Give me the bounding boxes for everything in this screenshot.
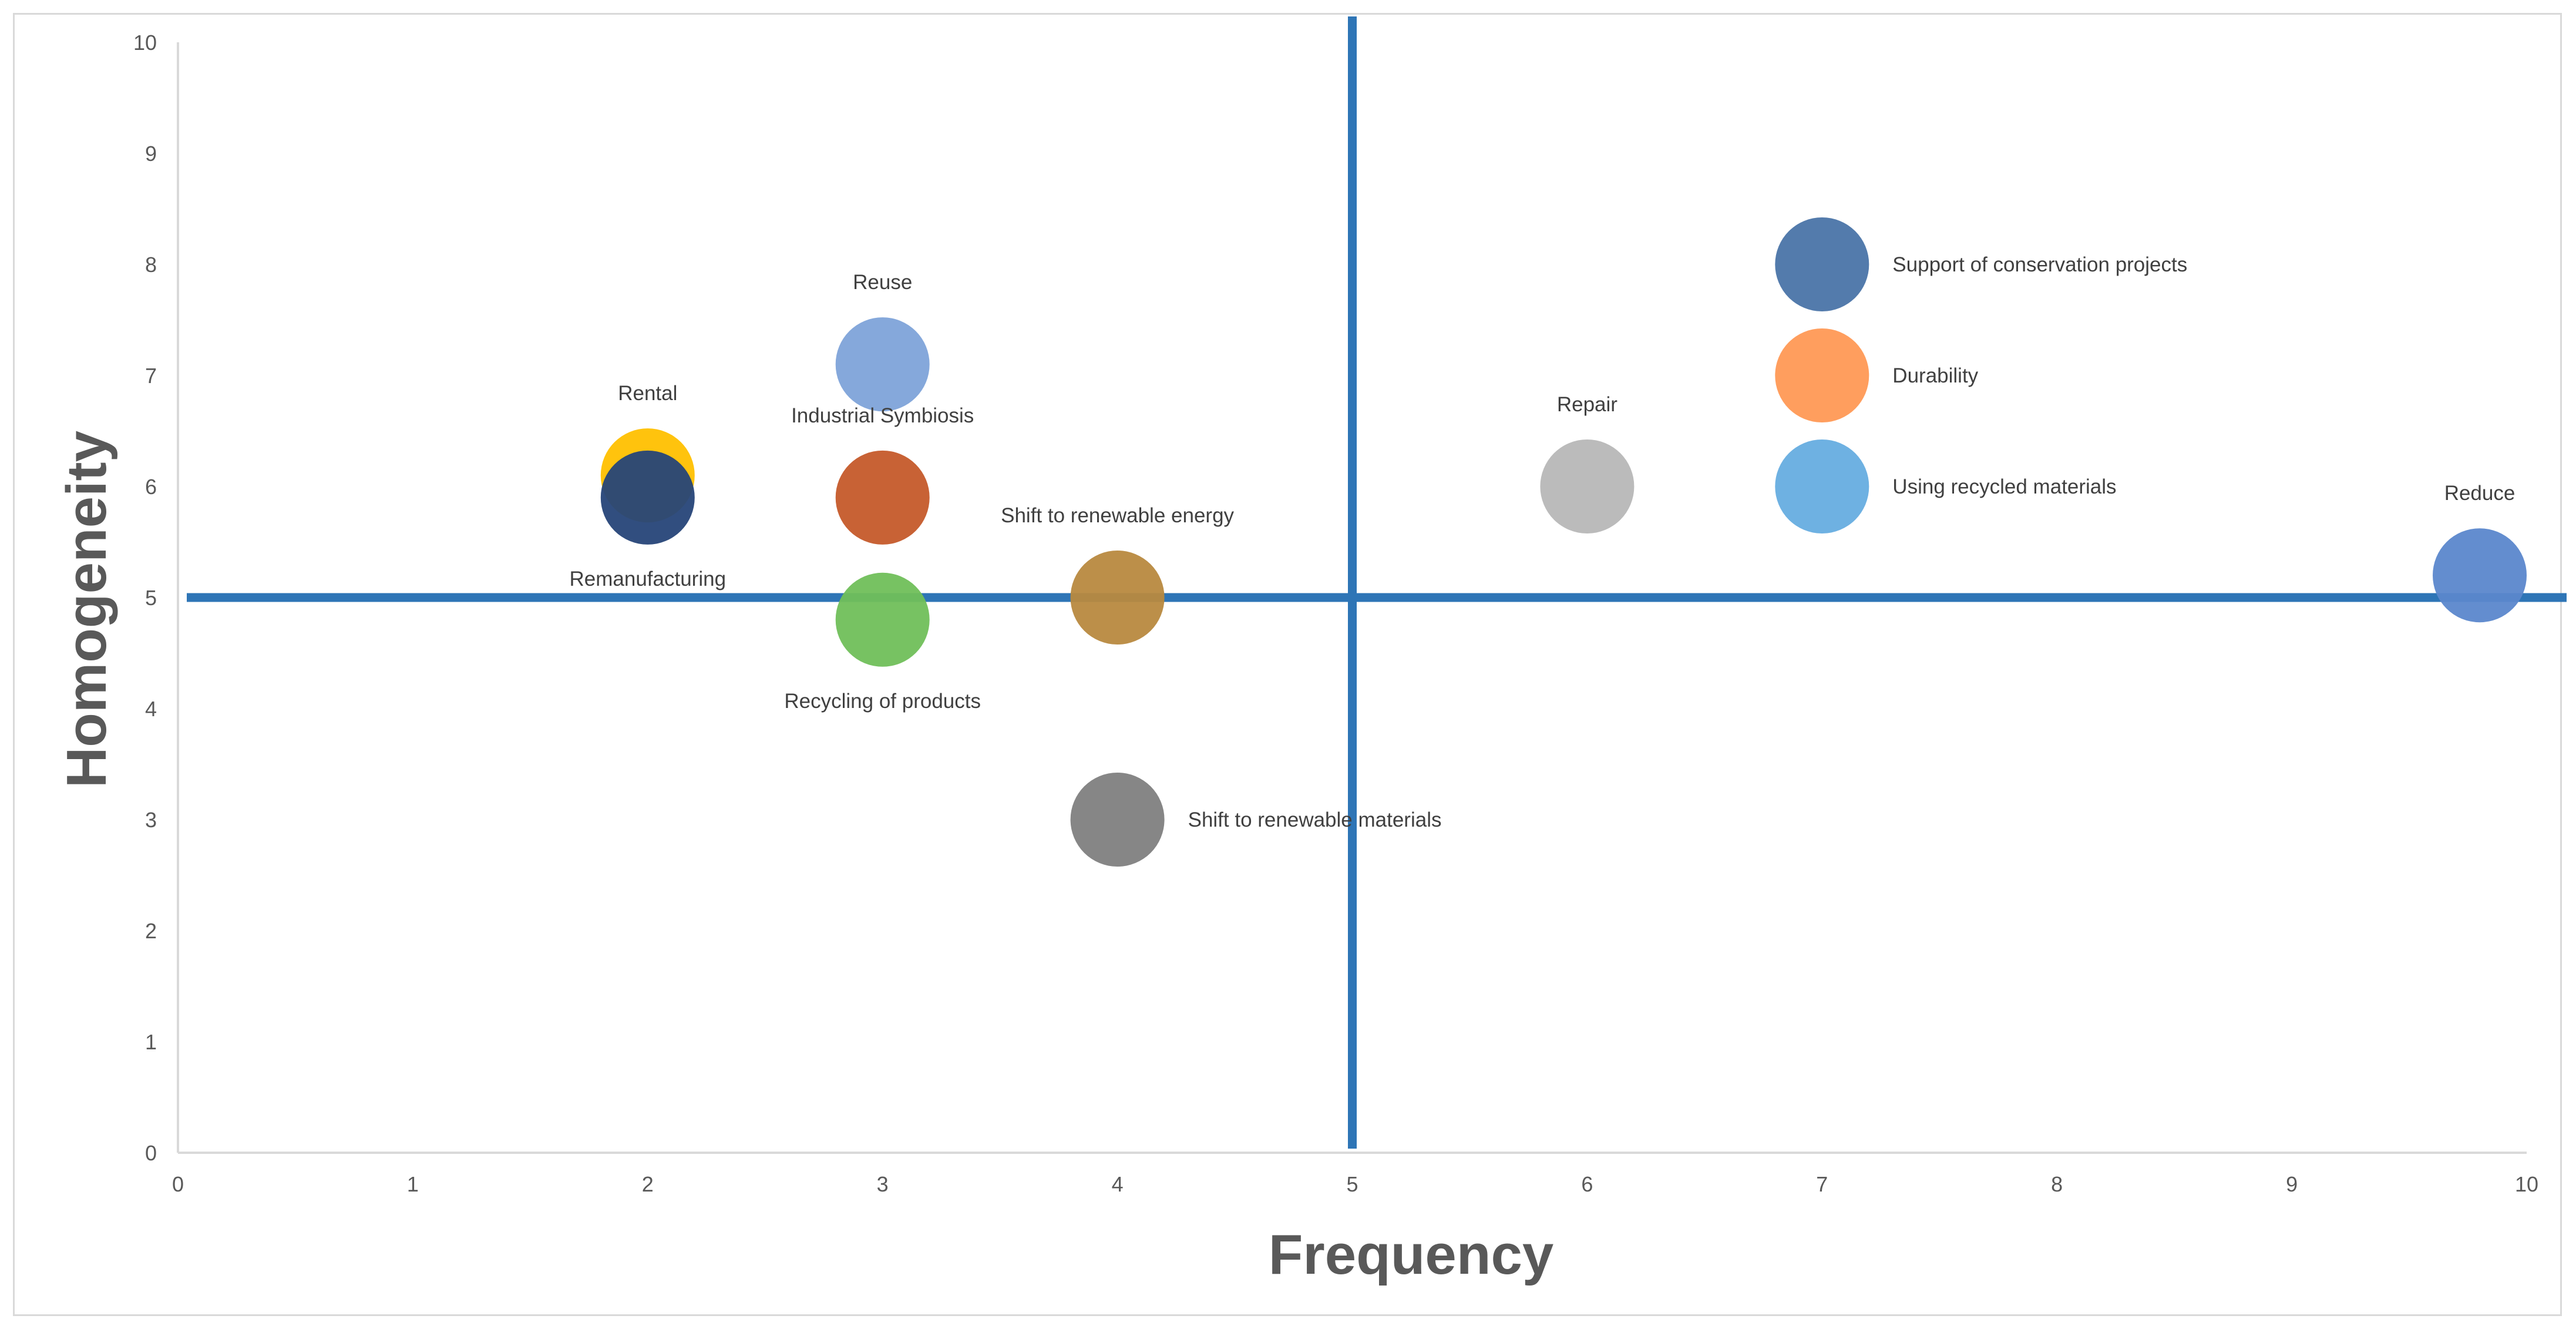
bubble-remanufacturing — [600, 450, 695, 545]
bubble-label: Shift to renewable energy — [1001, 504, 1234, 527]
bubble-label: Reuse — [853, 271, 912, 294]
bubble-label: Using recycled materials — [1892, 475, 2116, 498]
y-tick-label: 5 — [145, 586, 157, 610]
bubble-repair — [1540, 439, 1635, 533]
bubble-label: Repair — [1557, 393, 1617, 416]
bubbles — [600, 217, 2527, 867]
x-tick-label: 2 — [642, 1172, 654, 1196]
reference-lines — [187, 16, 2567, 1149]
y-tick-label: 4 — [145, 697, 157, 721]
bubble-reuse — [835, 317, 930, 412]
y-tick-label: 2 — [145, 919, 157, 943]
chart-frame — [13, 13, 2562, 1316]
x-tick-label: 4 — [1112, 1172, 1124, 1196]
bubble-reduce — [2433, 528, 2527, 623]
bubble-using-recycled-materials — [1775, 439, 1869, 533]
bubble-labels: Rental Remanufacturing Reuse Industrial Sym… — [570, 253, 2516, 831]
bubble-label: Shift to renewable materials — [1188, 808, 1442, 831]
bubble-label: Remanufacturing — [570, 568, 727, 590]
y-tick-label: 6 — [145, 475, 157, 499]
axes — [177, 42, 2527, 1154]
bubble-support-of-conservation-projects — [1775, 217, 1869, 311]
y-tick-label: 3 — [145, 808, 157, 832]
bubble-label: Durability — [1892, 364, 1978, 387]
bubble-label: Industrial Symbiosis — [791, 404, 974, 427]
x-tick-label: 0 — [172, 1172, 184, 1196]
x-tick-label: 7 — [1816, 1172, 1828, 1196]
y-tick-label: 8 — [145, 253, 157, 277]
x-tick-label: 10 — [2515, 1172, 2538, 1196]
y-tick-label: 7 — [145, 364, 157, 388]
bubble-label: Rental — [618, 382, 677, 405]
bubble-recycling-of-products — [835, 572, 930, 667]
x-tick-label: 8 — [2051, 1172, 2063, 1196]
bubble-shift-to-renewable-materials — [1070, 773, 1165, 867]
y-tick-label: 10 — [133, 31, 157, 55]
x-tick-label: 6 — [1581, 1172, 1593, 1196]
bubble-industrial-symbiosis — [835, 450, 930, 545]
x-tick-label: 9 — [2286, 1172, 2298, 1196]
bubble-label: Reduce — [2444, 482, 2516, 505]
x-tick-label: 1 — [407, 1172, 419, 1196]
bubble-shift-to-renewable-energy — [1070, 551, 1165, 645]
tick-labels: 0 1 2 3 4 5 6 7 8 9 10 0 1 2 3 4 5 6 7 8 9 10 — [133, 31, 2538, 1196]
y-tick-label: 9 — [145, 142, 157, 166]
x-axis-title: Frequency — [1269, 1223, 1553, 1286]
x-tick-label: 5 — [1346, 1172, 1358, 1196]
x-tick-label: 3 — [877, 1172, 889, 1196]
y-tick-label: 0 — [145, 1141, 157, 1165]
bubble-durability — [1775, 328, 1869, 422]
y-axis-title: Homogeneity — [55, 431, 118, 788]
bubble-label: Support of conservation projects — [1892, 253, 2187, 276]
bubble-label: Recycling of products — [784, 690, 981, 713]
y-tick-label: 1 — [145, 1030, 157, 1054]
